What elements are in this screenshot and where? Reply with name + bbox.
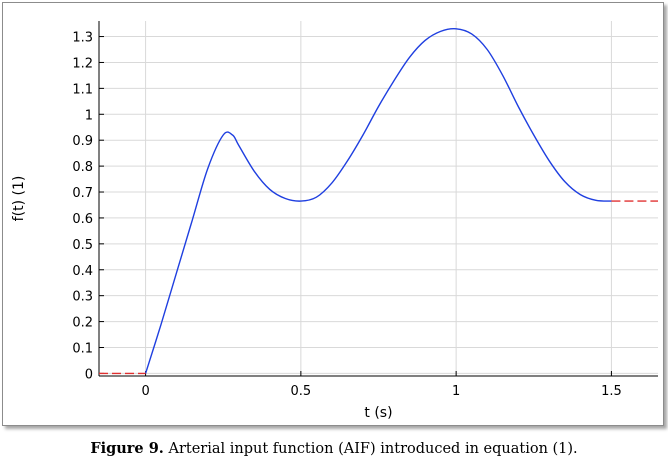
y-tick-label: 0.6 xyxy=(72,212,93,227)
y-tick-label: 0.8 xyxy=(72,160,93,175)
y-tick-label: 0.4 xyxy=(72,264,93,279)
y-tick-label: 1 xyxy=(85,108,93,123)
x-tick-label: 1 xyxy=(452,384,460,399)
caption-label: Figure 9. xyxy=(90,440,164,457)
x-axis-label: t (s) xyxy=(364,405,392,421)
y-axis-label: f(t) (1) xyxy=(11,176,27,222)
y-tick-label: 0.7 xyxy=(72,186,93,201)
y-tick-label: 0.5 xyxy=(72,238,93,253)
y-tick-label: 0.1 xyxy=(72,341,93,356)
y-tick-label: 1.1 xyxy=(72,82,93,97)
series-line-0 xyxy=(144,27,612,374)
y-tick-label: 1.3 xyxy=(72,31,93,46)
y-tick-label: 0.2 xyxy=(72,316,93,331)
figure-frame: 0 0.5 1 1.5 0 0.1 0.2 0.3 0.4 0.5 0.6 0.7 0.8 0.9 1 1.1… xyxy=(2,2,664,426)
x-tick-label: 0.5 xyxy=(291,384,312,399)
y-tick-label: 0 xyxy=(85,367,93,382)
caption-text: Arterial input function (AIF) introduced… xyxy=(163,441,578,457)
y-tick-label: 0.9 xyxy=(72,134,93,149)
y-tick-label: 0.3 xyxy=(72,290,93,305)
aif-line-chart: 0 0.5 1 1.5 0 0.1 0.2 0.3 0.4 0.5 0.6 0.7 0.8 0.9 1 1.1… xyxy=(11,21,658,421)
x-tick-label: 1.5 xyxy=(601,384,622,399)
y-tick-label: 1.2 xyxy=(72,56,93,71)
x-tick-label: 0 xyxy=(141,384,149,399)
figure-caption: Figure 9. Arterial input function (AIF) … xyxy=(0,440,668,457)
